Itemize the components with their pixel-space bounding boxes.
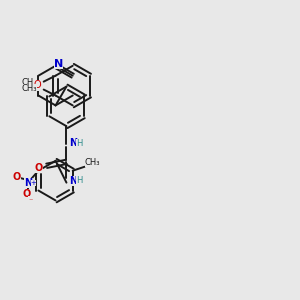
Text: O: O <box>34 163 43 173</box>
Text: O: O <box>33 80 41 90</box>
Text: N: N <box>54 59 63 69</box>
Text: N: N <box>69 138 77 148</box>
Text: CH₃: CH₃ <box>22 78 37 87</box>
Text: H: H <box>76 176 83 185</box>
Text: ⁻: ⁻ <box>28 196 33 205</box>
Text: CH₃: CH₃ <box>22 84 37 93</box>
Text: O: O <box>33 81 41 91</box>
Text: O: O <box>22 190 31 200</box>
Text: O: O <box>13 172 21 182</box>
Text: N: N <box>24 178 33 188</box>
Text: H: H <box>76 139 83 148</box>
Text: CH₃: CH₃ <box>85 158 100 167</box>
Text: N: N <box>69 176 77 186</box>
Text: +: + <box>31 180 36 186</box>
